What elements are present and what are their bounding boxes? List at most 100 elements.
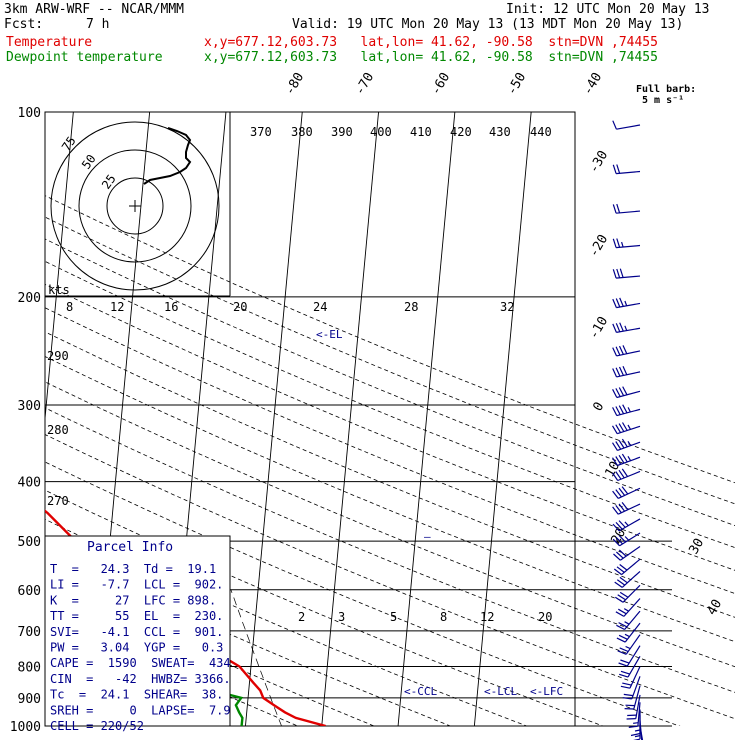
hodograph-speed-label: 32 bbox=[500, 300, 514, 314]
valid-time: Valid: 19 UTC Mon 20 May 13 (13 MDT Mon … bbox=[292, 17, 684, 32]
forecast-label: Fcst: bbox=[4, 17, 44, 32]
model-title: 3km ARW-WRF -- NCAR/MMM bbox=[4, 2, 185, 17]
wind-barb bbox=[639, 725, 644, 740]
parcel-info-row: T = 24.3 Td = 19.1 bbox=[50, 562, 216, 576]
parcel-info-row: CIN = -42 HWBZ= 3366. bbox=[50, 672, 231, 686]
wind-barb bbox=[612, 486, 641, 499]
wind-barb bbox=[615, 598, 641, 617]
wind-barb bbox=[614, 570, 641, 588]
pressure-tick-label: 800 bbox=[18, 660, 41, 675]
pressure-tick-label: 1000 bbox=[10, 720, 41, 735]
wind-barb bbox=[612, 468, 641, 482]
wind-barb bbox=[622, 676, 641, 700]
wind-barb bbox=[616, 622, 641, 643]
dry-adiabat-label: 400 bbox=[370, 125, 392, 139]
legend-temperature-name: Temperature bbox=[6, 35, 93, 50]
hodograph-trace bbox=[143, 127, 192, 185]
isotherm-label: 40 bbox=[704, 597, 725, 618]
wind-barb bbox=[618, 645, 641, 667]
isotherm-label: 0 bbox=[590, 400, 607, 414]
level-marker-lfc: <-LFC bbox=[530, 685, 563, 698]
isotherm-label: -40 bbox=[580, 70, 605, 98]
pressure-tick-label: 900 bbox=[18, 692, 41, 707]
wind-barb bbox=[612, 502, 641, 515]
dry-adiabat-label: 430 bbox=[489, 125, 511, 139]
isotherm-label: 20 bbox=[608, 526, 629, 547]
isotherms bbox=[45, 112, 532, 726]
isotherm-label: -50 bbox=[504, 70, 529, 98]
dry-adiabat-line bbox=[45, 579, 376, 726]
init-time: Init: 12 UTC Mon 20 May 13 bbox=[506, 2, 710, 17]
legend-temperature-info: x,y=677.12,603.73 lat,lon= 41.62, -90.58… bbox=[204, 35, 658, 50]
dry-adiabat-line bbox=[45, 434, 735, 720]
dry-adiabat-line bbox=[45, 461, 681, 726]
dry-adiabat-line bbox=[45, 216, 735, 505]
isotherm-label: 30 bbox=[686, 536, 707, 557]
hodograph-speed-label: 20 bbox=[233, 300, 247, 314]
wind-barb bbox=[611, 438, 641, 451]
isotherm-line bbox=[397, 112, 456, 726]
hodograph-speed-labels: 8 12 16 20 24 28 32 bbox=[66, 300, 514, 314]
parcel-info-row: Tc = 24.1 SHEAR= 38. bbox=[50, 688, 223, 702]
wind-barb bbox=[617, 634, 641, 655]
level-marker-lcl: <-LCL bbox=[484, 685, 517, 698]
barb-note-value: 5 m s⁻¹ bbox=[642, 95, 684, 106]
pressure-tick-label: 500 bbox=[18, 535, 41, 550]
legend-dewpoint-info: x,y=677.12,603.73 lat,lon= 41.62, -90.58… bbox=[204, 50, 658, 65]
dry-adiabat-label: 370 bbox=[250, 125, 272, 139]
dry-adiabat-label: 380 bbox=[291, 125, 313, 139]
hodograph-speed-label: 28 bbox=[404, 300, 418, 314]
level-marker-el: <-EL bbox=[316, 328, 343, 341]
wind-barb bbox=[612, 268, 641, 279]
marker-tick: ‒ bbox=[424, 530, 431, 543]
dry-adiabat-label: 280 bbox=[47, 423, 69, 437]
hodograph-ring-label-75: 75 bbox=[59, 134, 79, 154]
wind-barb bbox=[624, 685, 641, 710]
wind-barb bbox=[612, 120, 641, 130]
hodograph-unit-label: kts bbox=[48, 283, 70, 297]
wind-barb bbox=[612, 297, 641, 309]
hodograph-ring-50 bbox=[78, 149, 192, 263]
mixing-ratio-label: 8 bbox=[440, 610, 447, 624]
wind-barb bbox=[620, 666, 641, 689]
isotherm-label: -60 bbox=[428, 70, 453, 98]
wind-barb bbox=[612, 203, 641, 214]
hodograph: 25 50 75 kts bbox=[48, 121, 220, 297]
isotherm-label: -80 bbox=[282, 70, 307, 98]
hodograph-ring-label-25: 25 bbox=[99, 172, 119, 192]
mixing-ratio-label: 3 bbox=[338, 610, 345, 624]
wind-barb bbox=[612, 345, 641, 357]
parcel-info-row: K = 27 LFC = 898. bbox=[50, 593, 216, 607]
pressure-tick-label: 400 bbox=[18, 476, 41, 491]
dry-adiabat-label: 420 bbox=[450, 125, 472, 139]
hodograph-speed-label: 12 bbox=[110, 300, 124, 314]
parcel-info-row: LI = -7.7 LCL = 902. bbox=[50, 578, 223, 592]
dry-adiabat-line bbox=[45, 381, 735, 668]
wind-barb bbox=[611, 422, 641, 435]
dry-adiabat-labels: 370 380 390 400 410 420 430 440 290 280 270 bbox=[47, 125, 552, 508]
wind-barb bbox=[612, 518, 641, 532]
hodograph-ring-label-50: 50 bbox=[79, 152, 99, 172]
wind-barb bbox=[612, 404, 641, 417]
wind-barb bbox=[613, 558, 641, 576]
isotherm-label: -20 bbox=[586, 232, 611, 260]
wind-barb bbox=[612, 366, 641, 378]
wind-barb bbox=[628, 702, 641, 728]
mixing-ratio-line bbox=[230, 589, 282, 726]
hodograph-speed-label: 16 bbox=[164, 300, 178, 314]
parcel-info-box bbox=[44, 535, 231, 727]
parcel-info-row: CELL = 220/52 bbox=[50, 719, 144, 733]
hodograph-speed-label: 24 bbox=[313, 300, 327, 314]
pressure-tick-label: 300 bbox=[18, 399, 41, 414]
hodograph-ring-25 bbox=[106, 177, 164, 235]
mixing-ratio-label: 2 bbox=[298, 610, 305, 624]
wind-barb bbox=[612, 532, 641, 547]
pressure-tick-label: 700 bbox=[18, 625, 41, 640]
dry-adiabat-label: 440 bbox=[530, 125, 552, 139]
parcel-info-row: SVI= -4.1 CCL = 901. bbox=[50, 625, 223, 639]
isotherm-line bbox=[321, 112, 380, 726]
dry-adiabat-label: 270 bbox=[47, 494, 69, 508]
mixing-ratio-label: 12 bbox=[480, 610, 494, 624]
dry-adiabat-label: 290 bbox=[47, 349, 69, 363]
